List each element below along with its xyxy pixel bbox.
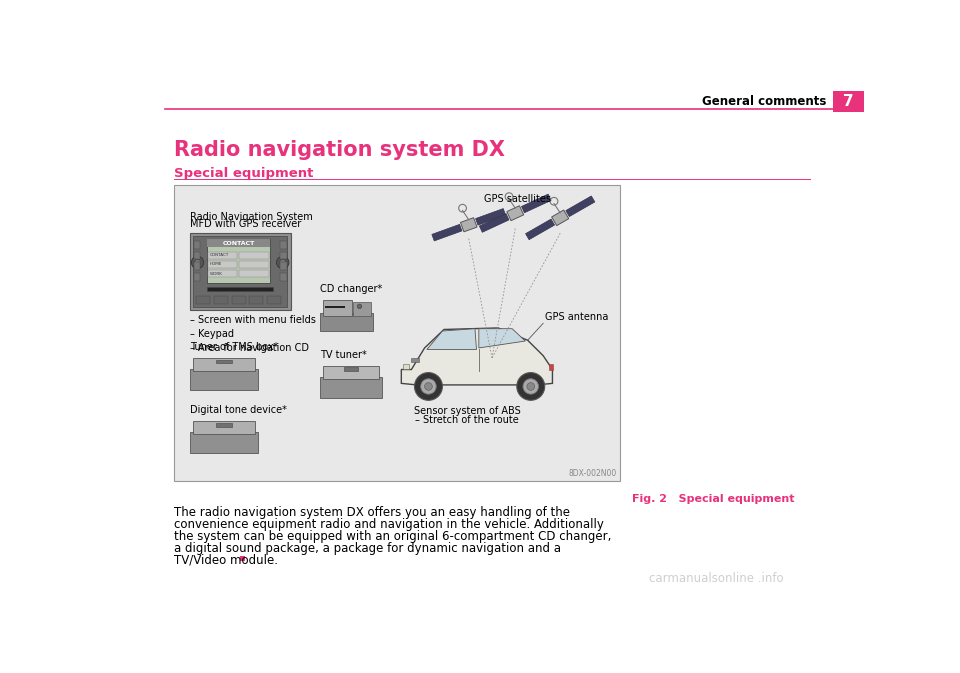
Bar bbox=[475, 209, 506, 225]
Polygon shape bbox=[479, 328, 525, 348]
Bar bbox=[239, 252, 269, 258]
Text: HOME: HOME bbox=[210, 262, 223, 267]
Text: the system can be equipped with an original 6-compartment CD changer,: the system can be equipped with an origi… bbox=[175, 530, 612, 542]
Text: General comments: General comments bbox=[703, 95, 827, 108]
Text: Special equipment: Special equipment bbox=[175, 167, 314, 180]
Text: 7: 7 bbox=[843, 94, 853, 108]
Text: – Stretch of the route: – Stretch of the route bbox=[416, 415, 519, 425]
Bar bbox=[206, 287, 274, 291]
Text: The radio navigation system DX offers you an easy handling of the: The radio navigation system DX offers yo… bbox=[175, 506, 570, 519]
Text: Digital tone device*: Digital tone device* bbox=[190, 405, 287, 415]
Bar bbox=[320, 377, 382, 398]
Bar bbox=[324, 306, 345, 308]
Circle shape bbox=[516, 373, 544, 400]
Bar bbox=[231, 296, 246, 304]
Text: Tuner of TMS box*: Tuner of TMS box* bbox=[190, 342, 278, 352]
Text: Sensor system of ABS: Sensor system of ABS bbox=[414, 406, 520, 417]
Circle shape bbox=[527, 382, 535, 390]
Bar bbox=[194, 252, 200, 259]
Text: Radio navigation system DX: Radio navigation system DX bbox=[175, 140, 505, 160]
Text: CONTACT: CONTACT bbox=[223, 241, 254, 246]
Bar bbox=[507, 206, 524, 221]
Bar bbox=[240, 556, 246, 561]
Bar bbox=[461, 217, 477, 232]
Bar bbox=[320, 312, 372, 331]
Bar bbox=[280, 262, 287, 270]
Bar bbox=[552, 210, 568, 225]
Bar bbox=[216, 359, 232, 363]
Bar bbox=[250, 296, 263, 304]
Text: CONTACT: CONTACT bbox=[210, 253, 229, 257]
Bar bbox=[190, 433, 258, 454]
Bar bbox=[194, 262, 200, 270]
Circle shape bbox=[194, 259, 201, 266]
Text: CD changer*: CD changer* bbox=[320, 284, 382, 294]
Circle shape bbox=[357, 304, 362, 309]
Bar bbox=[267, 296, 281, 304]
Bar bbox=[216, 423, 232, 427]
Bar bbox=[412, 358, 420, 362]
Bar bbox=[479, 213, 509, 232]
Bar bbox=[239, 270, 269, 277]
Bar bbox=[324, 300, 352, 316]
Bar bbox=[344, 367, 358, 371]
Bar bbox=[194, 273, 200, 281]
Bar bbox=[206, 240, 271, 283]
Circle shape bbox=[276, 256, 289, 269]
Text: carmanualsonline .info: carmanualsonline .info bbox=[649, 572, 784, 585]
Bar bbox=[193, 236, 287, 307]
Bar bbox=[239, 261, 269, 268]
Text: TV/Video module.: TV/Video module. bbox=[175, 553, 278, 567]
Text: convenience equipment radio and navigation in the vehicle. Additionally: convenience equipment radio and navigati… bbox=[175, 518, 604, 531]
Bar bbox=[565, 196, 595, 217]
Bar bbox=[525, 219, 555, 240]
Text: GPS satellites: GPS satellites bbox=[484, 194, 551, 204]
Text: MFD with GPS receiver: MFD with GPS receiver bbox=[190, 219, 301, 229]
Bar bbox=[208, 252, 237, 258]
Circle shape bbox=[523, 379, 539, 394]
Polygon shape bbox=[427, 328, 476, 349]
Bar bbox=[196, 296, 210, 304]
Text: GPS antenna: GPS antenna bbox=[544, 312, 608, 322]
Bar bbox=[190, 369, 258, 390]
Bar bbox=[352, 302, 371, 316]
Bar bbox=[324, 365, 379, 378]
Bar bbox=[403, 364, 409, 369]
Bar bbox=[193, 421, 254, 434]
Bar bbox=[206, 240, 271, 247]
Bar bbox=[548, 364, 553, 370]
Bar bbox=[432, 224, 462, 241]
Bar bbox=[194, 241, 200, 248]
Bar bbox=[521, 194, 551, 213]
Bar bbox=[175, 184, 620, 481]
Bar bbox=[208, 270, 237, 277]
Bar bbox=[280, 241, 287, 248]
Circle shape bbox=[420, 379, 436, 394]
Text: 8DX-002N00: 8DX-002N00 bbox=[568, 469, 616, 478]
Text: – Screen with menu fields
– Keypad
– Area for navigation CD: – Screen with menu fields – Keypad – Are… bbox=[190, 315, 316, 353]
Polygon shape bbox=[401, 328, 552, 385]
Bar bbox=[208, 261, 237, 268]
Text: Radio Navigation System: Radio Navigation System bbox=[190, 213, 313, 223]
Bar bbox=[280, 252, 287, 259]
Text: TV tuner*: TV tuner* bbox=[320, 349, 367, 359]
Bar bbox=[833, 91, 864, 112]
Circle shape bbox=[415, 373, 443, 400]
Circle shape bbox=[191, 256, 204, 269]
Bar bbox=[280, 273, 287, 281]
Bar bbox=[190, 234, 291, 310]
Text: Fig. 2   Special equipment: Fig. 2 Special equipment bbox=[632, 494, 794, 504]
Circle shape bbox=[279, 259, 286, 266]
Text: WORK: WORK bbox=[210, 272, 223, 276]
Bar bbox=[214, 296, 228, 304]
Text: a digital sound package, a package for dynamic navigation and a: a digital sound package, a package for d… bbox=[175, 542, 562, 555]
Circle shape bbox=[424, 382, 432, 390]
Bar bbox=[193, 358, 254, 371]
